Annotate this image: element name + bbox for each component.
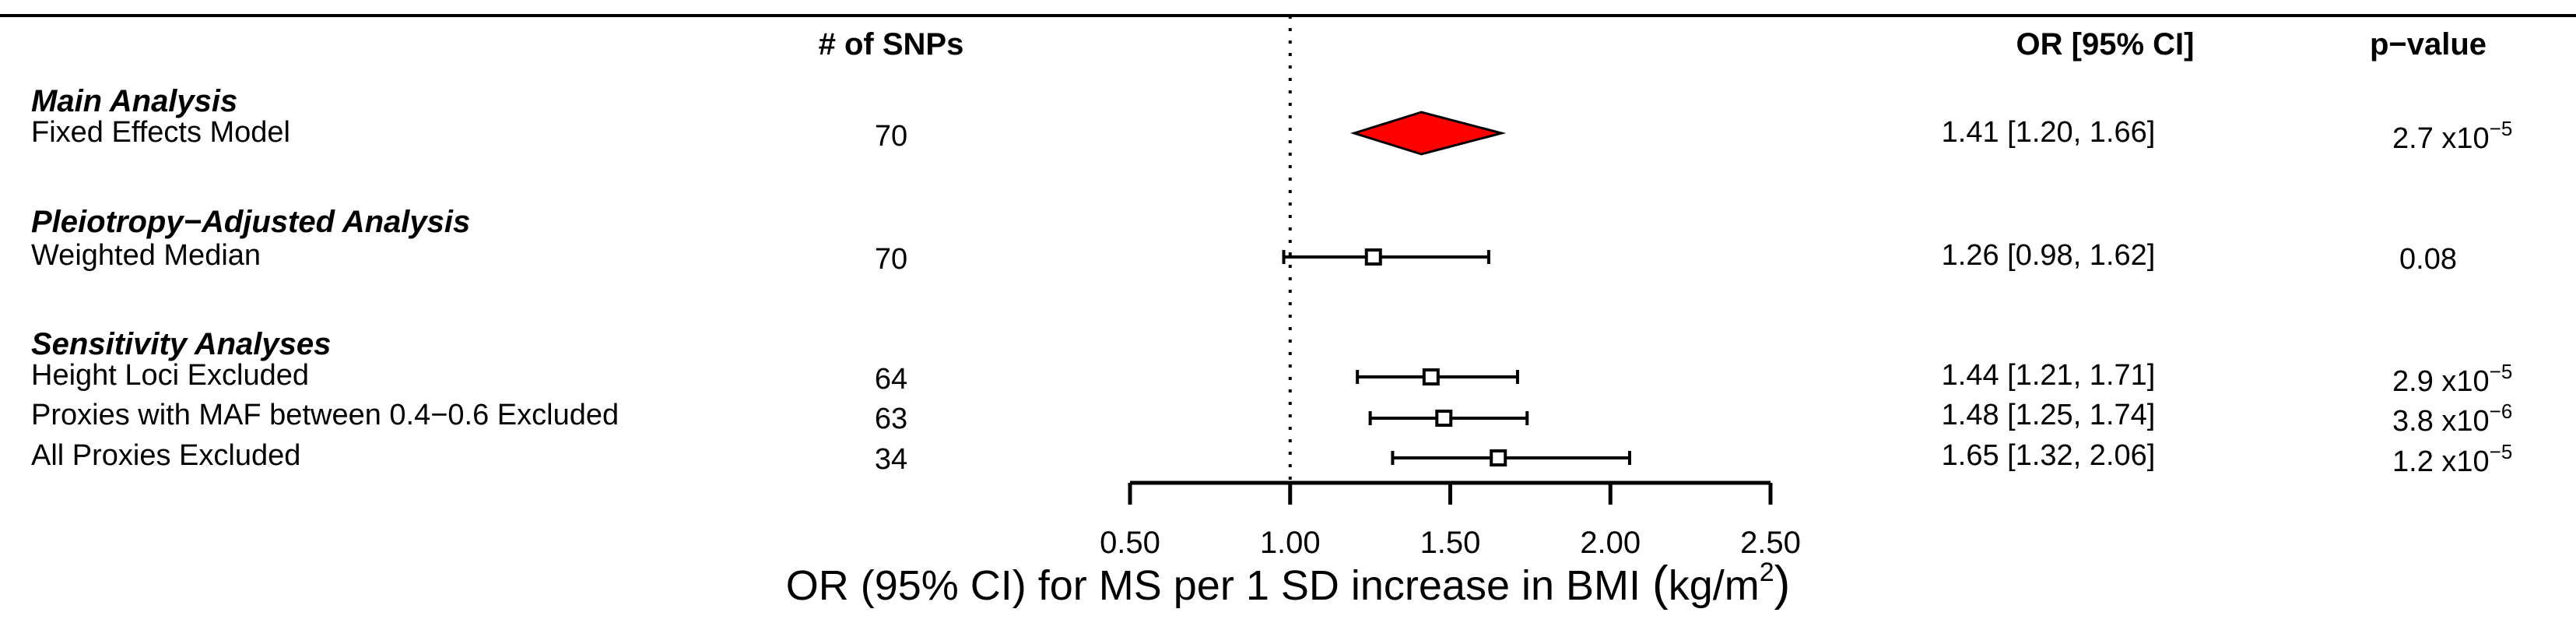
row-label: Weighted Median — [31, 239, 261, 272]
row-p-value: 3.8 x10−6 — [2392, 399, 2512, 438]
x-axis-title-paren-open: ( — [1652, 557, 1669, 611]
x-tick-label: 2.00 — [1580, 526, 1641, 560]
row-label: Proxies with MAF between 0.4−0.6 Exclude… — [31, 399, 619, 431]
p-base: 0.08 — [2399, 243, 2457, 276]
estimate-square — [1490, 449, 1507, 466]
x-axis-tick-labels: 0.50 1.00 1.50 2.00 2.50 — [1100, 526, 1801, 560]
section-title-main: Main Analysis — [31, 84, 237, 118]
p-base: 1.2 x10 — [2392, 445, 2490, 478]
x-axis-title-unit: kg/m — [1669, 562, 1760, 609]
x-axis-title-main: OR (95% CI) for MS per 1 SD increase in … — [786, 562, 1652, 609]
row-or-ci: 1.41 [1.20, 1.66] — [1942, 116, 2156, 149]
header-p-value: p−value — [2370, 27, 2487, 62]
row-or-ci: 1.26 [0.98, 1.62] — [1942, 239, 2156, 272]
row-snps: 70 — [875, 120, 907, 153]
row-snps: 63 — [875, 403, 907, 435]
forest-marks — [1282, 111, 1631, 466]
row-p-value: 2.9 x10−5 — [2392, 360, 2512, 398]
x-axis-ticks — [1128, 483, 1773, 505]
x-axis-title-paren-close: ) — [1774, 557, 1791, 611]
estimate-square — [1364, 248, 1382, 266]
p-exponent: −5 — [2490, 440, 2513, 463]
x-axis-title-unit-sup: 2 — [1760, 558, 1774, 587]
x-tick-label: 1.50 — [1420, 526, 1481, 560]
x-axis-title: OR (95% CI) for MS per 1 SD increase in … — [786, 557, 1791, 611]
header-snps: # of SNPs — [819, 27, 964, 62]
header-or: OR [95% CI] — [2016, 27, 2195, 62]
x-tick-label: 0.50 — [1100, 526, 1160, 560]
x-tick-label: 1.00 — [1260, 526, 1321, 560]
row-p-value: 2.7 x10−5 — [2392, 117, 2512, 155]
p-exponent: −5 — [2490, 117, 2513, 140]
estimate-diamond — [1350, 111, 1507, 156]
row-snps: 70 — [875, 243, 907, 276]
row-snps: 64 — [875, 363, 907, 396]
section-title-sensitivity: Sensitivity Analyses — [31, 327, 331, 361]
row-p-value: 1.2 x10−5 — [2392, 440, 2512, 478]
p-base: 2.9 x10 — [2392, 365, 2490, 398]
p-exponent: −6 — [2490, 399, 2513, 423]
x-tick-label: 2.50 — [1740, 526, 1801, 560]
section-title-pleiotropy: Pleiotropy−Adjusted Analysis — [31, 205, 470, 239]
p-base: 3.8 x10 — [2392, 405, 2490, 438]
row-or-ci: 1.44 [1.21, 1.71] — [1942, 359, 2156, 392]
row-label: Fixed Effects Model — [31, 116, 290, 149]
row-label: All Proxies Excluded — [31, 439, 300, 472]
p-exponent: −5 — [2490, 360, 2513, 383]
row-or-ci: 1.65 [1.32, 2.06] — [1942, 439, 2156, 472]
row-label: Height Loci Excluded — [31, 359, 309, 392]
p-base: 2.7 x10 — [2392, 122, 2490, 155]
row-snps: 34 — [875, 443, 907, 476]
row-p-value: 0.08 — [2399, 243, 2457, 276]
row-or-ci: 1.48 [1.25, 1.74] — [1942, 399, 2156, 431]
estimate-square — [1422, 368, 1440, 385]
estimate-square — [1435, 410, 1453, 427]
